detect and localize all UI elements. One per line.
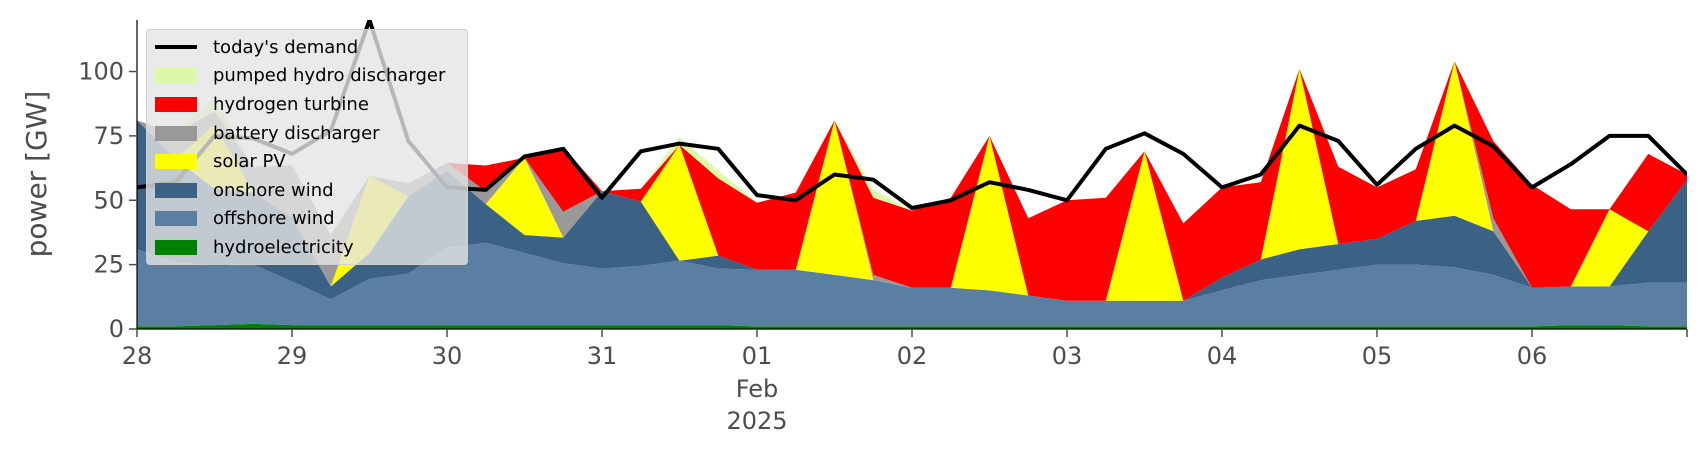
legend-item: onshore wind	[155, 176, 467, 205]
y-tick-label: 100	[78, 58, 124, 86]
area-onshore-wind	[137, 120, 1687, 301]
legend-label: hydroelectricity	[213, 236, 354, 258]
legend-swatch	[155, 154, 197, 170]
legend-label: hydrogen turbine	[213, 93, 369, 115]
legend-line-swatch	[155, 45, 197, 50]
y-tick-label: 50	[93, 186, 124, 214]
legend-label: onshore wind	[213, 179, 334, 201]
legend-item: offshore wind	[155, 205, 467, 234]
legend-swatch	[155, 125, 197, 141]
x-tick-label: 31	[587, 342, 618, 370]
x-tick-month-label: Feb	[736, 375, 779, 403]
legend-item: today's demand	[155, 33, 467, 62]
legend-item: battery discharger	[155, 119, 467, 148]
legend-swatch	[155, 96, 197, 112]
legend-item: hydroelectricity	[155, 233, 467, 262]
legend-label: pumped hydro discharger	[213, 65, 446, 87]
legend-item: solar PV	[155, 147, 467, 176]
legend-label: solar PV	[213, 151, 286, 173]
y-tick-label: 25	[93, 251, 124, 279]
legend-swatch	[155, 211, 197, 227]
legend-swatch	[155, 68, 197, 84]
axes: 0 25 50 75 100 28 29 30 31 01 02 03 04 05 06 Feb 2025	[78, 20, 1688, 435]
legend-item: hydrogen turbine	[155, 90, 467, 119]
legend: today's demand pumped hydro discharger hyd…	[146, 29, 468, 265]
x-tick-label: 28	[122, 342, 153, 370]
x-tick-label: 02	[897, 342, 928, 370]
x-tick-label: 01	[742, 342, 773, 370]
legend-swatch	[155, 239, 197, 255]
area-hydrogen-turbine	[137, 61, 1687, 301]
legend-item: pumped hydro discharger	[155, 62, 467, 91]
y-tick-label: 75	[93, 122, 124, 150]
area-solar-pv	[137, 61, 1687, 301]
legend-label: today's demand	[213, 36, 359, 58]
x-tick-label: 05	[1362, 342, 1393, 370]
y-axis-label: power [GW]	[20, 91, 53, 258]
legend-label: offshore wind	[213, 208, 335, 230]
area-hydroelectricity	[137, 323, 1687, 329]
x-tick-label: 29	[277, 342, 308, 370]
area-offshore-wind	[137, 242, 1687, 327]
x-tick-label: 30	[432, 342, 463, 370]
x-tick-label: 04	[1207, 342, 1238, 370]
x-tick-label: 06	[1517, 342, 1548, 370]
legend-label: battery discharger	[213, 122, 380, 144]
y-tick-label: 0	[109, 315, 124, 343]
x-tick-year-label: 2025	[726, 407, 787, 435]
x-tick-label: 03	[1052, 342, 1083, 370]
stacked-areas	[137, 61, 1687, 329]
legend-swatch	[155, 182, 197, 198]
